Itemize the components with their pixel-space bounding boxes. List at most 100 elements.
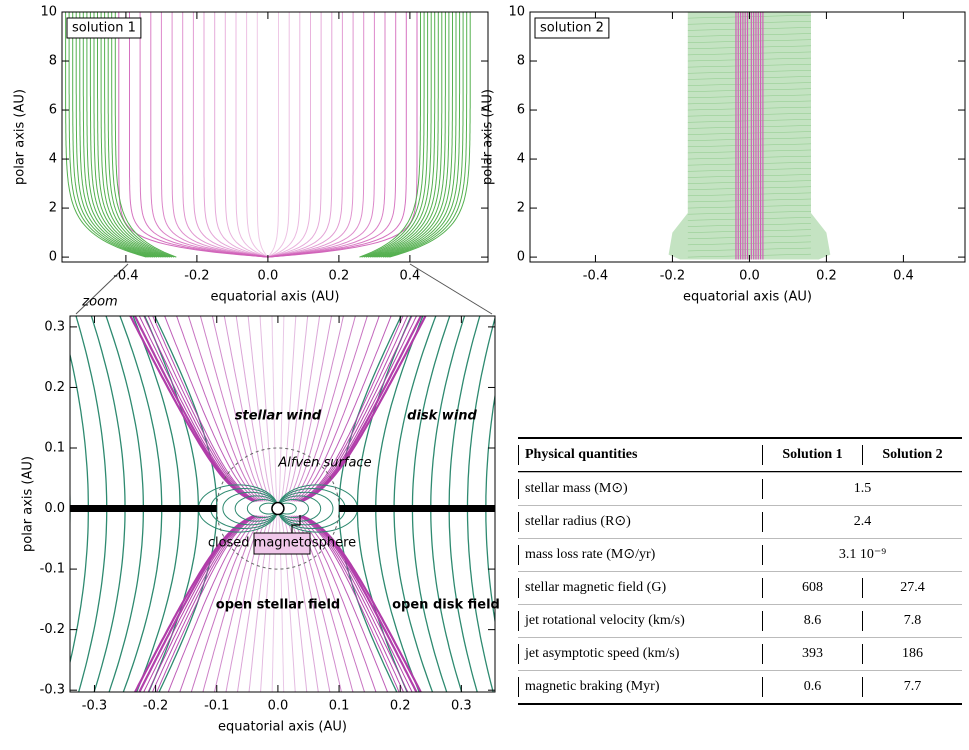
plot-frame (529, 11, 966, 263)
field-line (300, 514, 418, 692)
field-line (378, 12, 453, 258)
table-cell: 393 (762, 644, 862, 664)
x-tick-label: 0.0 (268, 699, 289, 714)
table-row: stellar magnetic field (G) 608 27.4 (518, 571, 962, 604)
field-line (687, 174, 812, 178)
field-line (93, 12, 164, 258)
field-line (687, 186, 812, 190)
x-tick-label: -0.2 (143, 699, 168, 714)
field-line (687, 229, 812, 233)
magnetosphere-arrow (291, 515, 301, 533)
field-line (147, 316, 258, 502)
table-row: mass loss rate (M⊙/yr) 3.1 10⁻⁹ (518, 538, 962, 571)
field-line (211, 316, 268, 502)
field-line (301, 316, 427, 503)
x-tick-label: -0.4 (113, 269, 138, 284)
field-line (89, 12, 162, 258)
field-line (107, 12, 173, 258)
field-line (294, 515, 377, 692)
field-line (298, 316, 409, 502)
field-line (361, 12, 425, 258)
field-line (687, 131, 812, 135)
field-line (292, 515, 366, 692)
field-line (247, 316, 274, 502)
field-line (292, 316, 368, 502)
field-line (296, 316, 392, 502)
y-tick-label: 2 (49, 201, 57, 216)
y-tick-label: -0.2 (40, 622, 65, 637)
field-line (267, 12, 354, 258)
y-tick-label: -0.3 (40, 683, 65, 698)
field-line (143, 515, 256, 692)
field-line (286, 316, 333, 502)
field-line (687, 168, 812, 172)
x-tick-label: 0.0 (258, 269, 279, 284)
field-line (300, 316, 423, 503)
y-tick-label: 0.3 (44, 319, 65, 334)
y-axis-label: polar axis (AU) (13, 89, 28, 185)
magnetosphere-box (253, 532, 311, 555)
x-tick-label: -0.2 (660, 269, 685, 284)
annotation: open stellar field (216, 598, 340, 613)
field-line (284, 316, 321, 502)
field-line (687, 45, 812, 50)
field-line (129, 316, 255, 503)
table-cell: 3.1 10⁻⁹ (762, 545, 962, 565)
x-tick-label: 0.3 (451, 699, 472, 714)
header-row: Physical quantities Solution 1 Solution 2 (518, 439, 962, 472)
field-line (271, 316, 278, 502)
table-cell: 7.8 (862, 611, 962, 631)
field-line (687, 51, 812, 56)
table-cell: 0.6 (762, 677, 862, 697)
y-tick-label: 6 (517, 103, 525, 118)
field-line (213, 515, 268, 692)
field-line (256, 12, 269, 258)
table-cell: 27.4 (862, 578, 962, 598)
x-tick-label: -0.4 (583, 269, 608, 284)
field-line (235, 316, 272, 502)
panel-title: solution 1 (72, 21, 136, 36)
field-line (687, 94, 812, 99)
field-line (164, 316, 260, 502)
header-cell: Solution 1 (762, 445, 862, 465)
field-line (687, 137, 812, 141)
field-line (687, 149, 812, 154)
table-cell: 608 (762, 578, 862, 598)
plot-area (65, 12, 471, 258)
field-line (687, 155, 812, 160)
field-line (150, 12, 268, 258)
x-tick-label: 0.0 (739, 269, 760, 284)
field-line (384, 12, 464, 258)
field-line (129, 12, 268, 258)
y-axis-label: polar axis (AU) (21, 456, 36, 552)
field-line (187, 316, 264, 502)
field-line (687, 198, 812, 203)
field-line (687, 161, 812, 166)
annotation: open disk field (392, 598, 500, 613)
field-line (301, 514, 422, 692)
field-line (267, 12, 311, 258)
field-line (171, 12, 268, 258)
x-tick-label: -0.1 (204, 699, 229, 714)
x-tick-label: 0.2 (816, 269, 837, 284)
field-line (179, 515, 262, 692)
field-line (687, 27, 812, 31)
x-tick-label: 0.2 (390, 699, 411, 714)
field-line (267, 12, 386, 258)
field-line (382, 12, 461, 258)
field-line (294, 316, 380, 502)
field-line (687, 247, 812, 252)
field-line (374, 12, 446, 258)
table-cell: 186 (862, 644, 962, 664)
field-line (111, 12, 175, 258)
field-line (160, 12, 268, 258)
y-axis-label: polar axis (AU) (481, 89, 496, 185)
field-line (235, 12, 269, 258)
field-line (278, 316, 285, 502)
table-cell: 8.6 (762, 611, 862, 631)
table-row: stellar mass (M⊙) 1.5 (518, 472, 962, 505)
field-line (687, 100, 812, 105)
field-line (288, 316, 344, 502)
